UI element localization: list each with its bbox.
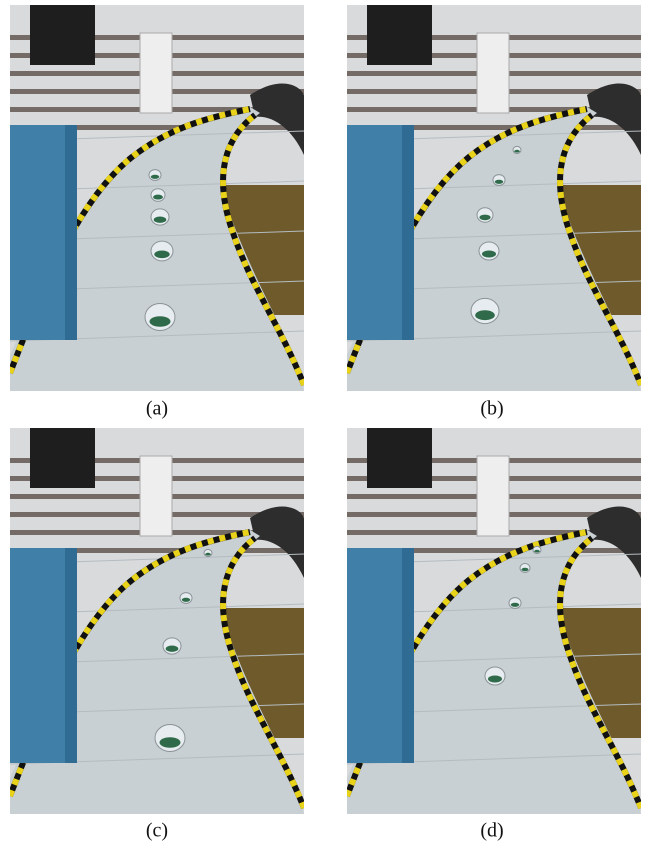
robot-body xyxy=(479,215,490,221)
rack xyxy=(30,428,95,488)
robot-body xyxy=(205,553,211,556)
robot-body xyxy=(151,175,159,179)
figure-canvas: (a) (b) (c) (d) xyxy=(0,0,645,848)
robot-body xyxy=(522,568,529,572)
photo-panel xyxy=(347,428,641,814)
robot-body xyxy=(534,550,540,553)
ac-unit xyxy=(477,33,509,113)
panel-caption: (d) xyxy=(480,820,503,842)
robot-body xyxy=(182,598,190,602)
figure: (a) (b) (c) (d) xyxy=(0,0,645,848)
robot-body xyxy=(488,676,502,683)
robot-body xyxy=(514,150,520,153)
robot-body xyxy=(166,646,179,652)
blue-box-side xyxy=(402,125,414,340)
photo-panel xyxy=(10,428,304,814)
robot-body xyxy=(154,250,169,258)
robot-body xyxy=(495,180,503,184)
robot-body xyxy=(154,217,167,223)
robot-body xyxy=(160,737,181,748)
robot-body xyxy=(150,316,171,327)
blue-box-side xyxy=(65,548,77,763)
rack xyxy=(367,5,432,65)
ac-unit xyxy=(477,456,509,536)
blue-box-side xyxy=(65,125,77,340)
robot-body xyxy=(475,310,495,320)
photo-panel xyxy=(347,5,641,391)
robot-body xyxy=(482,251,496,258)
ac-unit xyxy=(140,33,172,113)
panel-caption: (a) xyxy=(146,398,168,420)
rack xyxy=(30,5,95,65)
photo-panel xyxy=(10,5,304,391)
panel-caption: (c) xyxy=(146,820,168,842)
robot-body xyxy=(511,603,519,607)
robot-body xyxy=(153,195,163,200)
rack xyxy=(367,428,432,488)
blue-box-side xyxy=(402,548,414,763)
ac-unit xyxy=(140,456,172,536)
panel-caption: (b) xyxy=(480,398,503,420)
